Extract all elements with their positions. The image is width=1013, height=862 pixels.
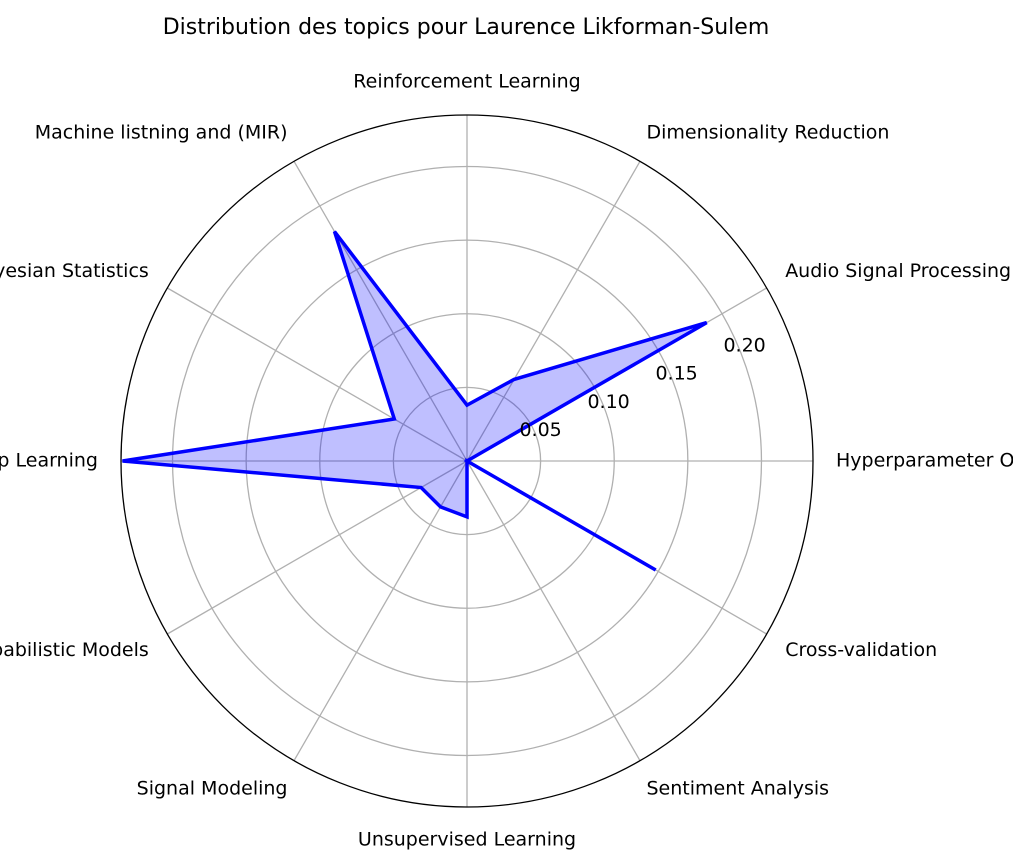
outer-ring [120,114,814,808]
spoke-line [167,460,468,635]
chart-title: Distribution des topics pour Laurence Li… [163,15,770,40]
radial-tick-label: 0.15 [655,363,697,385]
radar-grid [120,114,814,808]
category-label: Bayesian Statistics [0,260,149,282]
radial-tick-labels: 0.05 0.10 0.15 0.20 [519,335,765,442]
category-label: Sentiment Analysis [647,778,830,800]
category-label: Cross-validation [785,639,937,661]
category-label: Reinforcement Learning [353,71,580,93]
spoke-line [466,161,641,462]
category-label: Audio Signal Processing [785,260,1011,282]
radial-tick-label: 0.20 [723,335,765,357]
category-label: Deep Learning [0,450,98,472]
category-label: Probabilistic Models [0,639,149,661]
category-label: Machine listning and (MIR) [35,121,288,143]
category-labels: Hyperparameter Optimization Audio Signal … [0,71,1013,851]
category-label: Dimensionality Reduction [647,121,890,143]
spoke-line [293,161,468,462]
category-label: Signal Modeling [137,778,288,800]
radial-tick-label: 0.10 [587,391,629,413]
spoke-line [293,460,468,761]
radar-series [122,230,708,572]
radial-tick-label: 0.05 [519,419,561,441]
category-label: Unsupervised Learning [358,829,576,851]
category-label: Hyperparameter Optimization [836,450,1013,472]
spoke-line [167,287,468,462]
spoke-line [466,460,641,761]
